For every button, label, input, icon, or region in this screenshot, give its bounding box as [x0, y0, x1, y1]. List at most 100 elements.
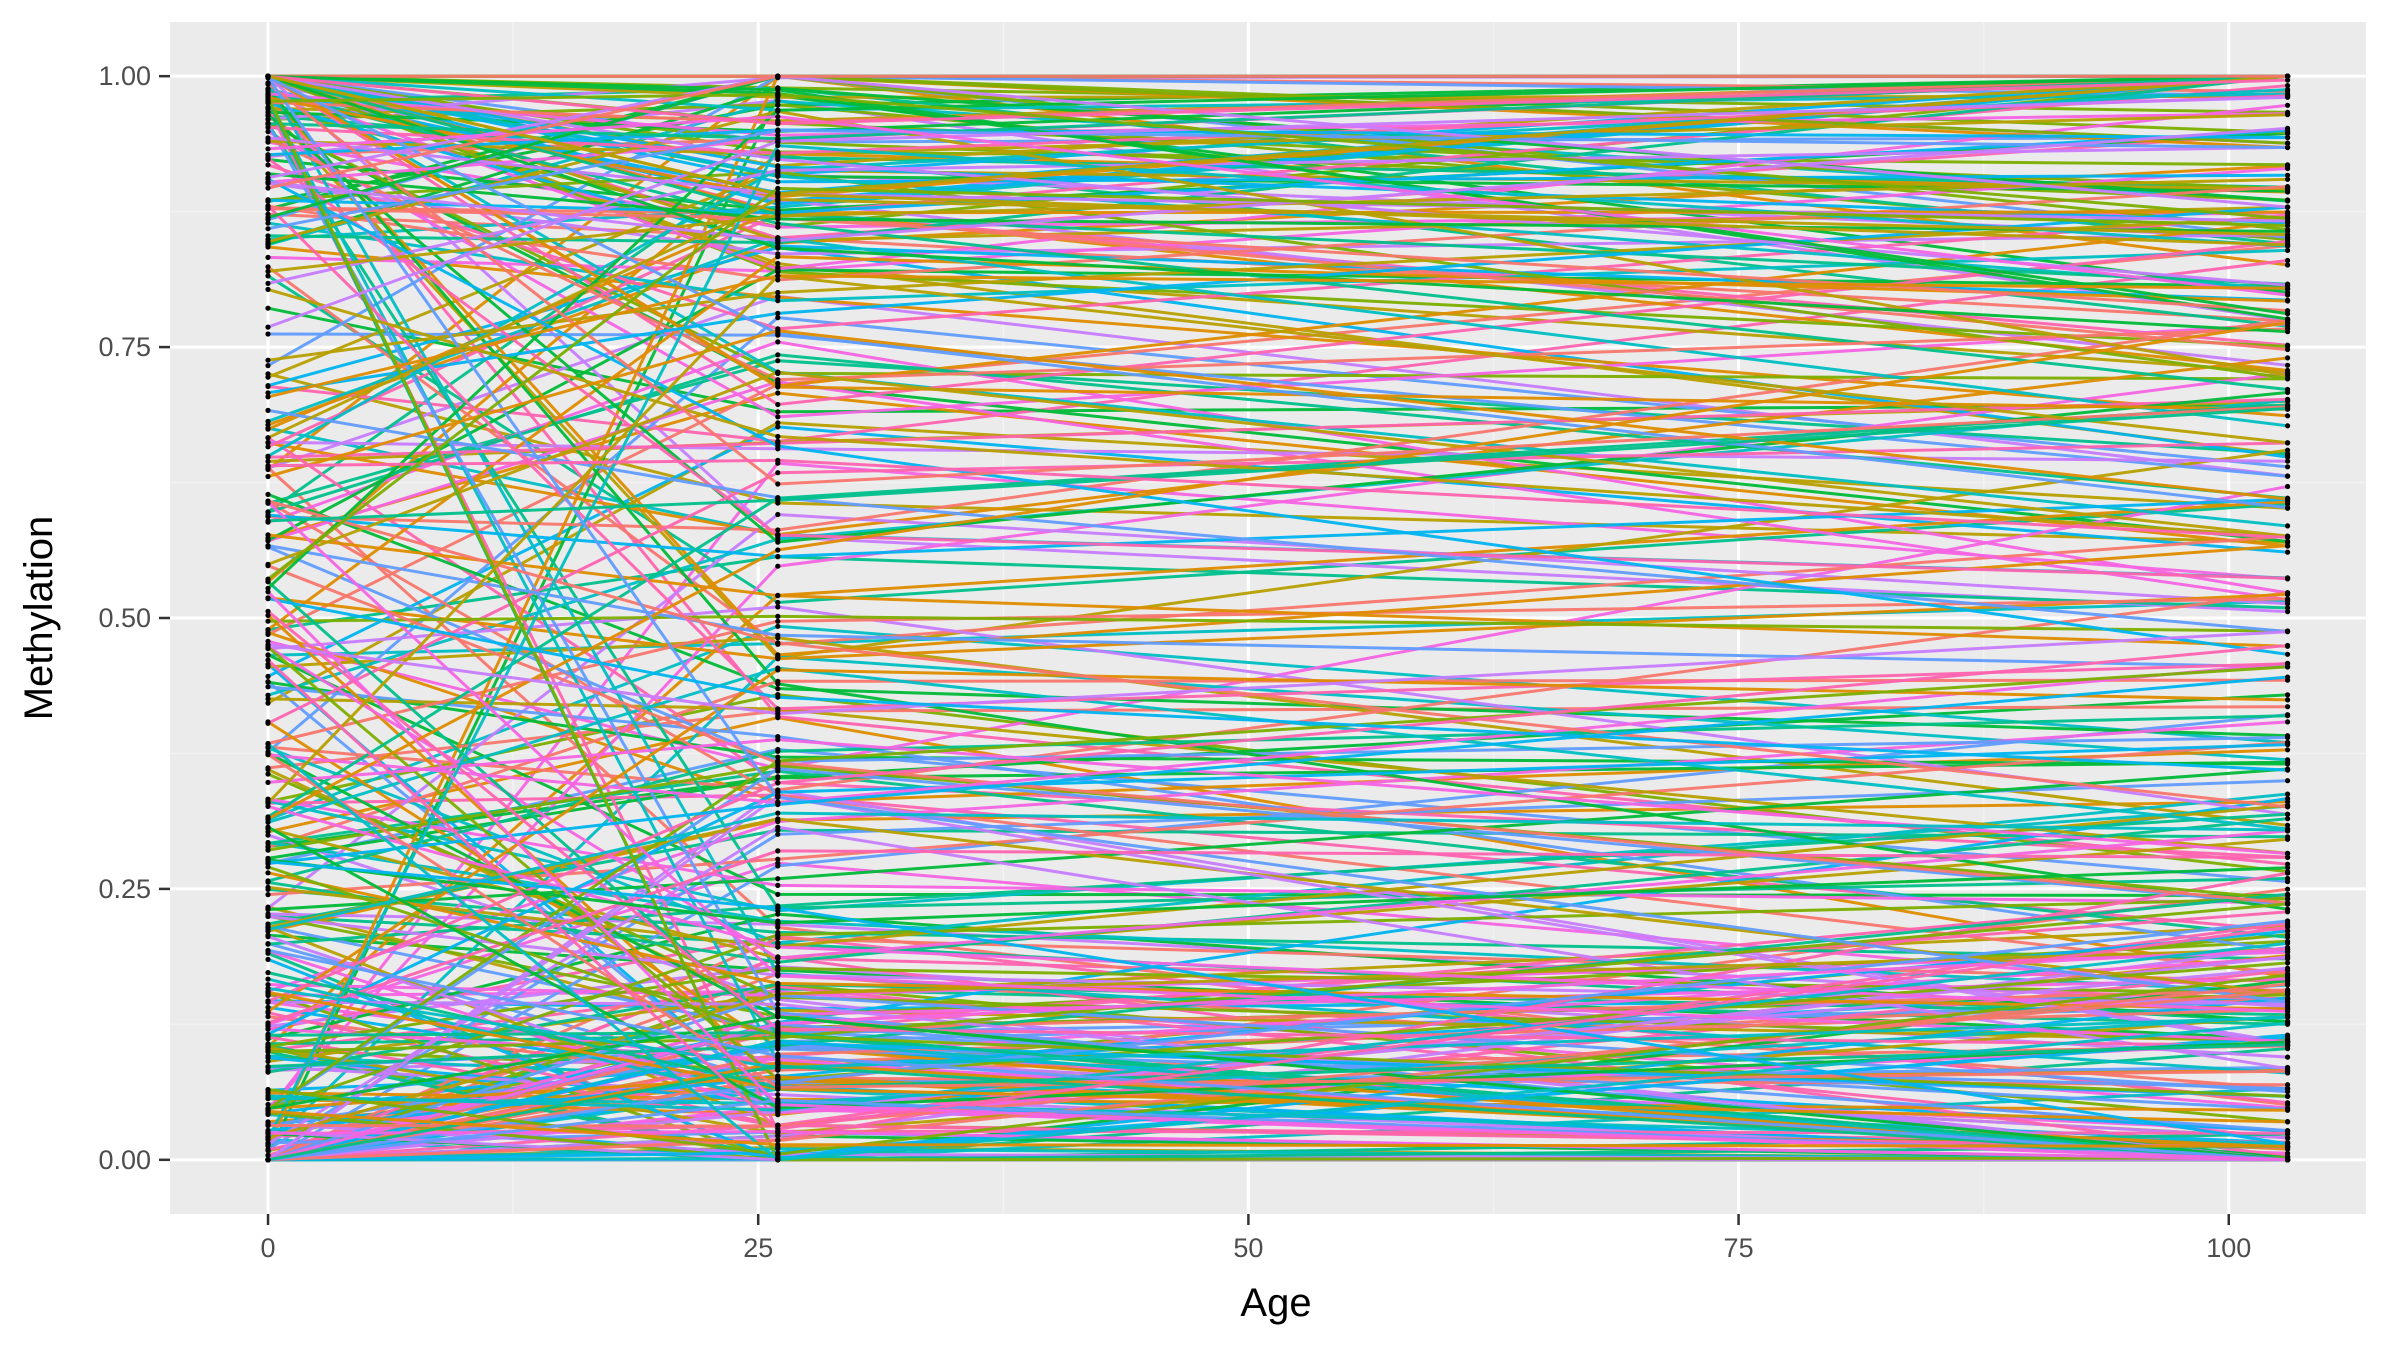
data-point [2285, 896, 2291, 902]
data-point [265, 226, 271, 232]
data-point [775, 245, 781, 251]
data-point [775, 527, 781, 533]
data-point [265, 124, 271, 131]
data-point [265, 1004, 271, 1010]
data-point [775, 920, 781, 926]
data-point [265, 800, 271, 806]
data-point [2285, 827, 2291, 833]
data-point [265, 537, 271, 544]
data-point [2285, 94, 2291, 100]
data-point [2285, 1020, 2291, 1026]
data-point [2285, 747, 2291, 753]
data-point [265, 203, 271, 209]
data-point [265, 1063, 271, 1070]
data-point [265, 1049, 271, 1055]
data-point [2285, 804, 2291, 810]
series-lines [266, 74, 2288, 1162]
x-axis-title: Age [1240, 1281, 1311, 1325]
data-point [2285, 87, 2291, 93]
x-tick-label: 0 [261, 1233, 276, 1263]
data-point [265, 1020, 271, 1026]
data-point [775, 1026, 781, 1032]
data-point [2285, 172, 2291, 178]
data-point [265, 612, 271, 619]
data-point [265, 907, 271, 913]
data-point [775, 1142, 781, 1148]
data-point [265, 171, 271, 177]
data-point [2285, 242, 2291, 248]
data-point [775, 876, 781, 882]
data-point [265, 1086, 271, 1093]
data-point [775, 1010, 781, 1016]
data-point [775, 167, 781, 173]
data-point [265, 305, 271, 311]
data-point [775, 801, 781, 808]
data-point [2285, 965, 2291, 971]
data-point [265, 696, 271, 702]
data-point [775, 91, 781, 98]
data-point [2285, 447, 2291, 453]
data-point [775, 497, 781, 503]
data-point [775, 618, 781, 624]
data-point [775, 1053, 781, 1059]
y-tick-label: 0.25 [98, 874, 151, 904]
data-point [2285, 1054, 2291, 1060]
data-point [2285, 995, 2291, 1001]
data-point [775, 352, 781, 358]
data-point [265, 175, 271, 181]
data-point [2285, 704, 2291, 710]
data-point [265, 407, 271, 413]
data-point [2285, 1008, 2291, 1015]
data-point [775, 173, 781, 179]
data-point [2285, 329, 2291, 335]
data-point [775, 1063, 781, 1069]
data-point [2285, 316, 2291, 322]
data-point [775, 973, 781, 979]
data-point [775, 553, 781, 560]
data-point [775, 481, 781, 487]
data-point [775, 220, 781, 226]
data-point [2285, 549, 2291, 555]
data-point [265, 94, 271, 100]
data-point [265, 444, 271, 450]
data-point [265, 220, 271, 226]
data-point [775, 315, 781, 321]
data-point [2285, 988, 2291, 994]
data-point [775, 810, 781, 816]
data-point [2285, 396, 2291, 402]
data-point [265, 197, 271, 203]
data-point [775, 1020, 781, 1027]
data-point [775, 1102, 781, 1108]
data-point [775, 377, 781, 383]
data-point [2285, 664, 2291, 670]
data-point [775, 547, 781, 553]
data-point [775, 358, 781, 364]
data-point [265, 268, 271, 274]
data-point [2285, 413, 2291, 419]
data-point [775, 328, 781, 334]
data-point [775, 623, 781, 629]
data-point [775, 711, 781, 717]
data-point [265, 324, 271, 330]
data-point [2285, 960, 2291, 966]
data-point [2285, 591, 2291, 598]
data-point [2285, 144, 2291, 151]
data-point [2285, 232, 2291, 238]
data-point [2285, 674, 2291, 680]
data-point [265, 439, 271, 445]
data-point [2285, 1089, 2291, 1095]
data-point [265, 185, 271, 191]
data-point [265, 832, 271, 838]
data-point [265, 357, 271, 363]
data-point [775, 632, 781, 638]
data-point [775, 656, 781, 662]
data-point [265, 112, 271, 118]
data-point [775, 831, 781, 837]
data-point [265, 1101, 271, 1108]
data-point [265, 264, 271, 270]
data-point [775, 102, 781, 108]
data-point [775, 1040, 781, 1046]
data-point [265, 1136, 271, 1142]
data-point [265, 561, 271, 568]
data-point [775, 310, 781, 316]
